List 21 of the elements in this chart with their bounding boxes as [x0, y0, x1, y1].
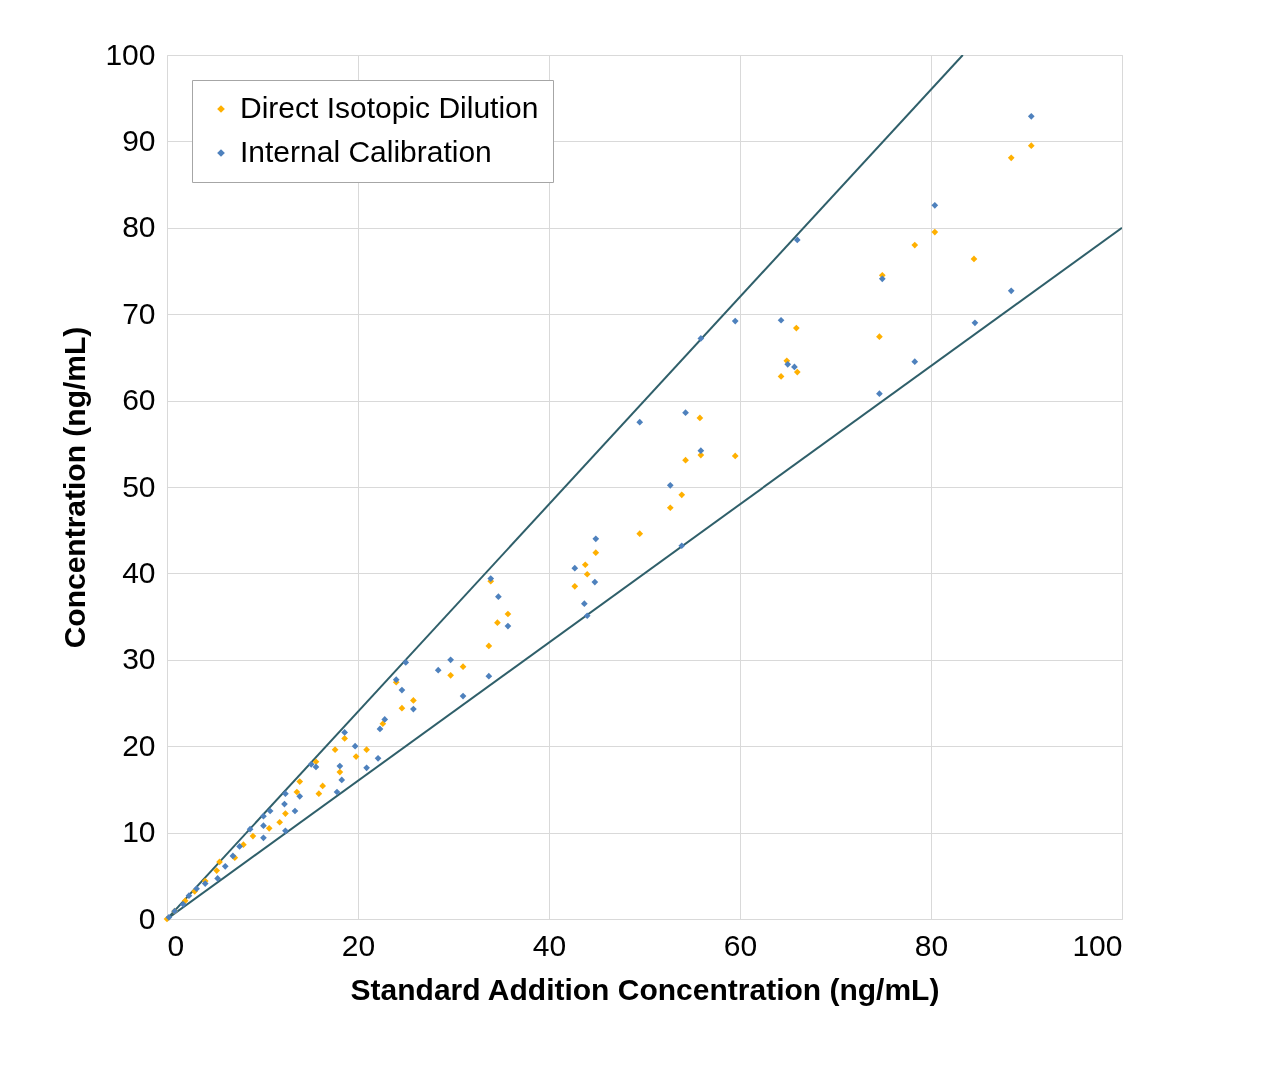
- y-tick-label: 20: [122, 728, 156, 762]
- legend-label: Internal Calibration: [240, 135, 492, 168]
- x-tick-label: 40: [532, 928, 567, 962]
- y-tick-label: 50: [122, 469, 156, 503]
- x-tick-label: 60: [723, 928, 758, 962]
- x-tick-label: 20: [341, 928, 376, 962]
- legend-label: Direct Isotopic Dilution: [240, 91, 539, 124]
- y-tick-label: 100: [105, 37, 156, 71]
- y-tick-label: 10: [122, 815, 156, 849]
- y-tick-label: 90: [122, 123, 156, 157]
- y-tick-label: 80: [122, 210, 156, 244]
- y-tick-label: 70: [122, 296, 156, 330]
- y-tick-label: 60: [122, 383, 156, 417]
- y-tick-label: 40: [122, 555, 156, 589]
- x-tick-label: 80: [914, 928, 949, 962]
- x-axis-title: Standard Addition Concentration (ng/mL): [350, 972, 940, 1006]
- x-tick-label: 100: [1072, 928, 1123, 962]
- y-axis-title: Concentration (ng/mL): [58, 326, 92, 649]
- y-tick-label: 0: [138, 901, 156, 935]
- y-tick-label: 30: [122, 642, 156, 676]
- x-tick-label: 0: [167, 928, 185, 962]
